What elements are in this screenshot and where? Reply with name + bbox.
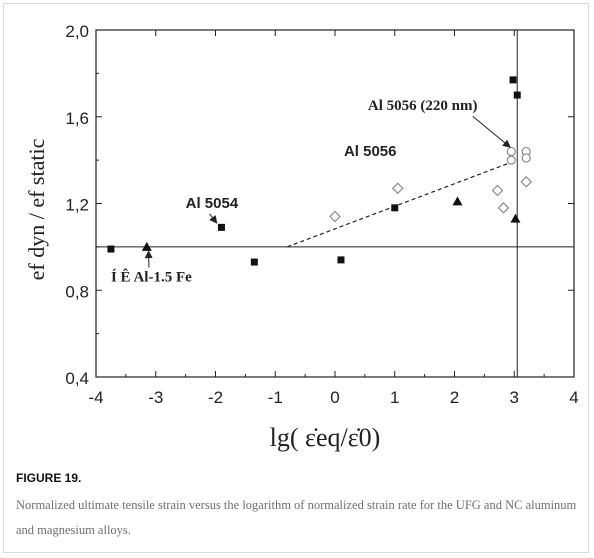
annotation-arrow: [209, 213, 218, 224]
x-tick-label: 0: [330, 388, 339, 407]
y-tick-label: 0,8: [65, 282, 89, 301]
x-tick-label: -2: [208, 388, 223, 407]
data-point-diamond: [497, 201, 510, 214]
data-point-square: [391, 204, 399, 212]
figure-caption: Normalized ultimate tensile strain versu…: [16, 498, 577, 537]
data-point-diamond: [491, 184, 504, 197]
data-point-square: [337, 256, 345, 264]
y-axis-label: ef dyn / ef static: [24, 138, 49, 280]
x-tick-label: 1: [390, 388, 399, 407]
y-tick-label: 2,0: [65, 22, 89, 41]
y-tick-label: 1,6: [65, 109, 89, 128]
x-tick-label: 4: [569, 388, 578, 407]
data-point-circle: [506, 155, 516, 165]
y-tick-label: 0,4: [65, 369, 89, 388]
x-tick-label: -4: [88, 388, 103, 407]
annotation-label: Í Ê Al-1.5 Fe: [111, 269, 192, 286]
annotation-label: Al 5054: [186, 195, 239, 212]
data-point-triangle: [510, 213, 521, 223]
data-point-circle: [506, 146, 516, 157]
annotation-arrow: [472, 115, 511, 148]
x-tick-label: 3: [510, 388, 519, 407]
data-point-square: [107, 245, 115, 253]
x-tick-label: 2: [450, 388, 459, 407]
data-point-diamond: [329, 210, 341, 223]
data-point-square: [250, 258, 258, 266]
x-axis-label: lg( ε̇eq/ε̇0): [270, 423, 381, 452]
data-point-diamond: [391, 182, 404, 195]
y-tick-label: 1,2: [65, 196, 89, 215]
annotation-label: Al 5056 (220 nm): [368, 98, 478, 114]
trend-line: [286, 161, 512, 248]
annotation-label: Al 5056: [344, 143, 397, 160]
data-point-square: [509, 76, 517, 84]
data-point-circle: [521, 153, 531, 163]
data-point-triangle: [141, 241, 152, 251]
data-point-square: [217, 223, 225, 231]
data-point-triangle: [452, 196, 463, 206]
data-point-diamond: [520, 175, 533, 188]
figure-label: FIGURE 19.: [16, 471, 82, 485]
chart: -4 -3 -2 -1 0 1 2 3 4 0,4 0,8 1,2 1,6 2,0 Al 5054 Al 50…: [24, 22, 579, 452]
data-point-square: [513, 91, 521, 99]
x-tick-label: -3: [148, 388, 163, 407]
x-tick-label: -1: [268, 388, 283, 407]
figure-frame: -4 -3 -2 -1 0 1 2 3 4 0,4 0,8 1,2 1,6 2,0 Al 5054 Al 50…: [3, 3, 589, 553]
